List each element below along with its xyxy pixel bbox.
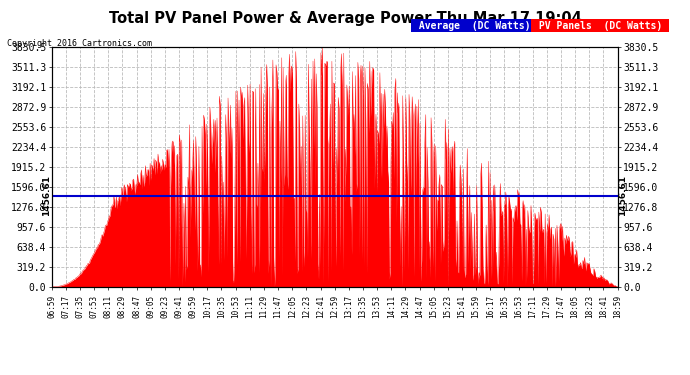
Text: Copyright 2016 Cartronics.com: Copyright 2016 Cartronics.com (7, 39, 152, 48)
Text: PV Panels  (DC Watts): PV Panels (DC Watts) (533, 21, 668, 31)
Text: 1456.61: 1456.61 (618, 175, 627, 216)
Text: Average  (DC Watts): Average (DC Watts) (413, 21, 536, 31)
Text: Total PV Panel Power & Average Power Thu Mar 17 19:04: Total PV Panel Power & Average Power Thu… (108, 11, 582, 26)
Text: 1456.61: 1456.61 (42, 175, 51, 216)
